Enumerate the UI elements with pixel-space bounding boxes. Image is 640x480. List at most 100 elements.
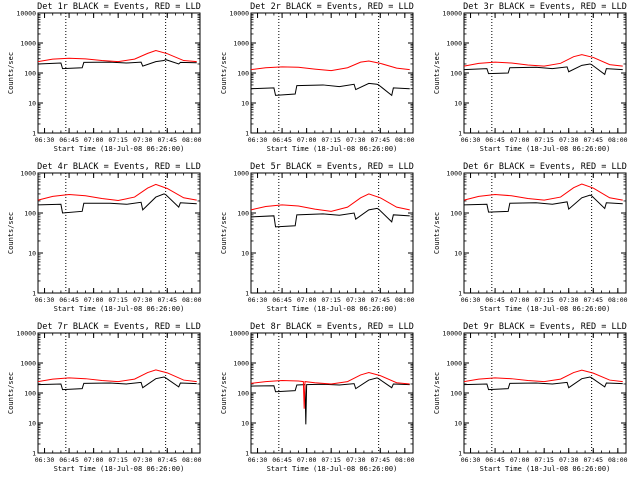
- y-tick-label: 100: [237, 210, 249, 218]
- x-tick-label: 06:30: [461, 136, 481, 144]
- x-tick-label: 06:45: [485, 296, 505, 304]
- x-axis-label: Start Time (18-Jul-08 06:26:00): [480, 305, 611, 313]
- series-line-lld: [463, 183, 623, 201]
- y-tick-label: 10000: [442, 10, 462, 18]
- x-tick-label: 07:15: [534, 456, 554, 464]
- chart-panel-9: Det 9r BLACK = Events, RED = LLD 1 10 100 10…: [433, 322, 628, 473]
- x-tick-label: 07:00: [84, 456, 104, 464]
- y-axis-label: Counts/sec: [7, 52, 15, 94]
- y-tick-label: 10000: [229, 10, 249, 18]
- chart-title: Det 3r BLACK = Events, RED = LLD: [463, 2, 627, 12]
- y-tick-label: 1000: [233, 360, 249, 368]
- y-tick-label: 1: [245, 290, 249, 298]
- x-tick-label: 06:45: [59, 136, 79, 144]
- x-tick-label: 07:15: [321, 136, 341, 144]
- x-tick-label: 08:00: [395, 296, 415, 304]
- x-tick-label: 07:30: [346, 296, 366, 304]
- series-line-events: [37, 59, 197, 70]
- x-tick-label: 06:45: [485, 136, 505, 144]
- y-tick-label: 1: [458, 130, 462, 138]
- x-tick-label: 07:00: [297, 456, 317, 464]
- x-tick-label: 08:00: [395, 136, 415, 144]
- x-tick-label: 06:30: [35, 136, 55, 144]
- series-line-events: [37, 193, 197, 214]
- x-tick-label: 07:45: [157, 456, 177, 464]
- chart-title: Det 5r BLACK = Events, RED = LLD: [250, 162, 414, 172]
- y-tick-label: 10: [454, 420, 462, 428]
- y-tick-label: 1000: [233, 40, 249, 48]
- x-tick-label: 07:45: [583, 296, 603, 304]
- y-tick-label: 10000: [16, 10, 36, 18]
- y-tick-label: 10: [241, 420, 249, 428]
- series-line-events: [37, 376, 197, 391]
- y-axis-label: Counts/sec: [433, 212, 441, 254]
- y-tick-label: 100: [450, 390, 462, 398]
- x-tick-label: 06:45: [272, 456, 292, 464]
- x-tick-label: 07:30: [133, 456, 153, 464]
- y-axis-label: Counts/sec: [7, 372, 15, 414]
- y-tick-label: 1: [32, 290, 36, 298]
- chart-title: Det 9r BLACK = Events, RED = LLD: [463, 322, 627, 332]
- x-tick-label: 07:45: [370, 296, 390, 304]
- x-tick-label: 07:15: [108, 456, 128, 464]
- chart-panel-7: Det 7r BLACK = Events, RED = LLD 1 10 100 10…: [7, 322, 202, 473]
- x-tick-label: 07:15: [321, 296, 341, 304]
- y-tick-label: 10: [454, 100, 462, 108]
- y-tick-label: 1: [32, 130, 36, 138]
- x-tick-label: 06:30: [248, 136, 268, 144]
- plot-frame: [37, 172, 201, 294]
- y-axis-label: Counts/sec: [220, 372, 228, 414]
- y-tick-label: 1: [458, 290, 462, 298]
- series-line-events: [463, 194, 623, 213]
- y-axis-label: Counts/sec: [433, 372, 441, 414]
- series-line-lld: [463, 54, 623, 67]
- x-tick-label: 08:00: [182, 296, 202, 304]
- x-tick-label: 07:15: [534, 296, 554, 304]
- x-tick-label: 06:30: [35, 456, 55, 464]
- y-tick-label: 10: [241, 100, 249, 108]
- x-tick-label: 06:30: [248, 296, 268, 304]
- y-axis-label: Counts/sec: [7, 212, 15, 254]
- series-line-lld: [37, 50, 197, 63]
- y-tick-label: 10000: [16, 330, 36, 338]
- y-tick-label: 10: [28, 100, 36, 108]
- series-line-lld: [37, 369, 197, 383]
- y-tick-label: 1: [245, 130, 249, 138]
- x-tick-label: 07:15: [108, 136, 128, 144]
- x-tick-label: 07:15: [534, 136, 554, 144]
- chart-panel-6: Det 6r BLACK = Events, RED = LLD 1 10 100 10…: [433, 162, 628, 313]
- x-tick-label: 06:45: [59, 456, 79, 464]
- chart-title: Det 8r BLACK = Events, RED = LLD: [250, 322, 414, 332]
- x-tick-label: 07:30: [559, 456, 579, 464]
- x-tick-label: 07:00: [297, 136, 317, 144]
- y-tick-label: 1: [245, 450, 249, 458]
- x-tick-label: 07:45: [157, 296, 177, 304]
- series-line-lld: [37, 183, 197, 202]
- x-tick-label: 08:00: [182, 136, 202, 144]
- x-tick-label: 07:15: [108, 296, 128, 304]
- x-axis-label: Start Time (18-Jul-08 06:26:00): [54, 305, 185, 313]
- y-tick-label: 100: [24, 390, 36, 398]
- y-axis-label: Counts/sec: [433, 52, 441, 94]
- chart-panel-5: Det 5r BLACK = Events, RED = LLD 1 10 100 10…: [220, 162, 415, 313]
- x-tick-label: 08:00: [608, 456, 628, 464]
- x-tick-label: 06:30: [35, 296, 55, 304]
- x-tick-label: 06:45: [272, 296, 292, 304]
- x-axis-label: Start Time (18-Jul-08 06:26:00): [267, 305, 398, 313]
- x-axis-label: Start Time (18-Jul-08 06:26:00): [267, 465, 398, 473]
- y-tick-label: 10: [28, 420, 36, 428]
- y-tick-label: 10000: [229, 330, 249, 338]
- x-tick-label: 08:00: [608, 296, 628, 304]
- x-tick-label: 07:00: [84, 136, 104, 144]
- y-tick-label: 100: [450, 210, 462, 218]
- y-tick-label: 1: [32, 450, 36, 458]
- y-tick-label: 1000: [20, 170, 36, 178]
- plot-frame: [463, 332, 627, 454]
- series-line-lld: [250, 193, 410, 212]
- plot-frame: [250, 12, 414, 134]
- plot-frame: [37, 332, 201, 454]
- x-tick-label: 07:30: [346, 136, 366, 144]
- chart-title: Det 7r BLACK = Events, RED = LLD: [37, 322, 201, 332]
- x-axis-label: Start Time (18-Jul-08 06:26:00): [480, 145, 611, 153]
- series-line-lld: [250, 60, 410, 72]
